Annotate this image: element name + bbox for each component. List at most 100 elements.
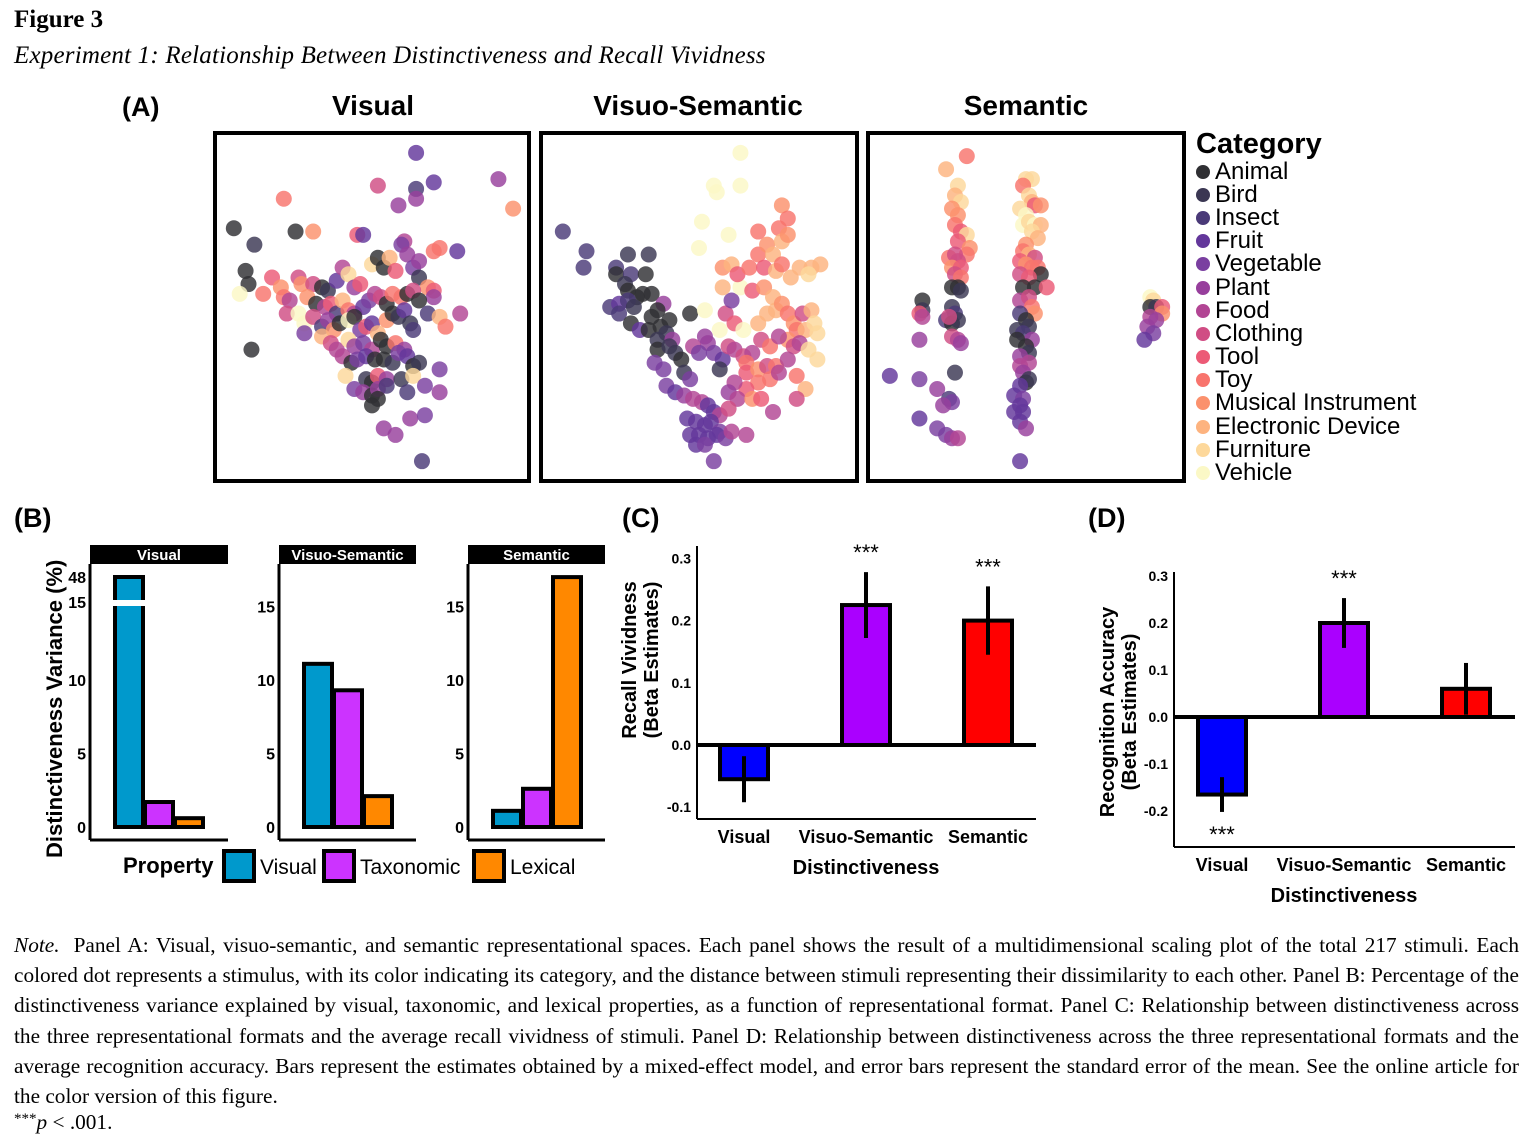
scatter-point (711, 361, 728, 378)
scatter-point (390, 197, 407, 214)
legend-dot-icon (1196, 280, 1210, 295)
scatter-point (708, 184, 725, 201)
legend-dot-icon (1196, 396, 1210, 411)
scatter-point (1136, 331, 1153, 348)
legend-dot-icon (1196, 234, 1210, 249)
x-tick-label: Visuo-Semantic (1277, 855, 1412, 875)
y-tick-label: 10 (446, 673, 464, 690)
axis-break-gap (112, 600, 146, 606)
category-legend: Category Animal Bird Insect Fruit Vegetable P… (1196, 128, 1417, 486)
y-tick-label: 5 (77, 747, 86, 764)
x-tick-label: Visuo-Semantic (799, 827, 934, 847)
scatter-point (355, 226, 372, 243)
scatter-point (881, 367, 898, 384)
scatter-point (490, 171, 507, 188)
scatter-point (723, 423, 740, 440)
legend-item: Bird (1196, 181, 1416, 208)
scatter-point (449, 243, 466, 260)
panel-letter-a: (A) (122, 92, 160, 122)
y-tick-label: -0.1 (1144, 756, 1168, 772)
legend-dot-icon (1196, 350, 1210, 365)
y-tick-label: 0.0 (672, 737, 692, 753)
scatter-point (946, 364, 963, 381)
legend-swatch (222, 849, 256, 883)
legend-label: Plant (1215, 273, 1270, 301)
y-tick-label: 0.2 (672, 613, 692, 629)
figure-note: Note. Panel A: Visual, visuo-semantic, an… (14, 930, 1519, 1111)
y-tick-label: 48 (68, 570, 86, 587)
facet-strip-label: Visual (137, 547, 181, 564)
significance-marker: *** (1331, 566, 1357, 591)
scatter-point (405, 367, 422, 384)
y-tick-label: 0.1 (672, 675, 692, 691)
bar-lexical (173, 816, 205, 829)
significance-marker: *** (1209, 822, 1235, 847)
y-tick-label: 0.3 (672, 550, 692, 566)
scatter-point (929, 381, 946, 397)
bar-visual (113, 575, 145, 829)
panel-d: -0.2 -0.1 0.0 0.1 0.2 0.3 *** Visual *** Visuo-Se… (1097, 566, 1515, 907)
scatter-point (729, 266, 746, 283)
panel-letter-b: (B) (14, 503, 52, 533)
legend-label: Food (1215, 296, 1270, 324)
x-tick-label: Semantic (1426, 855, 1506, 875)
scatter-point (396, 302, 413, 319)
scatter-panel-semantic (866, 131, 1186, 483)
legend-label: Musical Instrument (1215, 389, 1417, 417)
legend-item: Toy (1196, 366, 1416, 393)
scatter-point (949, 430, 966, 447)
bar-lexical (551, 575, 583, 829)
y-tick-label: 0 (266, 820, 275, 837)
scatter-point (411, 292, 428, 309)
facet-strip (90, 545, 228, 564)
scatter-point (914, 308, 931, 325)
scatter-point (696, 436, 713, 453)
legend-dot-icon (1196, 164, 1210, 179)
scatter-point (637, 266, 654, 283)
y-tick-label: -0.1 (667, 799, 691, 815)
y-tick-label: 0.1 (1149, 662, 1169, 678)
x-axis-label: Distinctiveness (1271, 885, 1418, 907)
legend-item: Clothing (1196, 320, 1416, 347)
scatter-point (399, 384, 416, 401)
y-tick-label: 0 (455, 820, 464, 837)
scatter-point (1029, 230, 1046, 247)
scatter-point (411, 354, 428, 371)
legend-item: Animal (1196, 158, 1416, 185)
scatter-point (619, 246, 636, 263)
scatter-point (720, 400, 737, 417)
scatter-point (911, 331, 928, 348)
panel-b-facet: Visuo-Semantic 0 5 10 15 (257, 545, 416, 842)
scatter-point (375, 420, 392, 437)
scatter-point (625, 299, 642, 315)
legend-label: Electronic Device (1215, 412, 1401, 440)
scatter-point (293, 276, 310, 293)
scatter-point (381, 249, 398, 266)
scatter-point (305, 223, 322, 240)
scatter-point (696, 302, 713, 319)
facet-strip-label: Semantic (503, 547, 570, 564)
legend-item: Electronic Device (1196, 412, 1416, 440)
legend-item: Tool (1196, 343, 1416, 370)
panel-letter-c: (C) (622, 503, 660, 533)
scatter-point (340, 266, 357, 283)
scatter-point (714, 279, 731, 296)
y-tick-label: 5 (266, 747, 275, 764)
scatter-point (770, 364, 787, 381)
scatter-title-semantic: Semantic (963, 90, 1089, 121)
legend-item: Insect (1196, 204, 1416, 231)
scatter-point (611, 305, 628, 322)
y-axis-label-2: (Beta Estimates) (641, 582, 663, 739)
scatter-point (673, 351, 690, 368)
scatter-point (809, 325, 826, 342)
scatter-point (741, 259, 758, 276)
scatter-point (437, 318, 454, 335)
scatter-point (369, 390, 386, 407)
scatter-panel-visuo-semantic (539, 131, 859, 483)
legend-label: Fruit (1215, 227, 1263, 255)
scatter-point (346, 308, 363, 325)
scatter-point (735, 321, 752, 338)
scatter-point (416, 377, 433, 394)
legend-dot-icon (1196, 326, 1210, 341)
scatter-point (275, 190, 292, 207)
